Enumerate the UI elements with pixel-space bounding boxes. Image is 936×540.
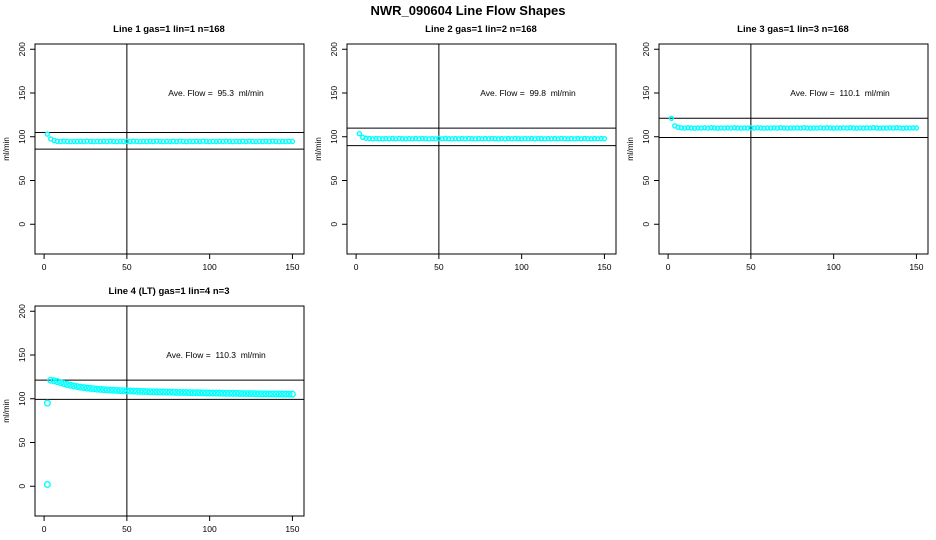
panel-line-1: Line 1 gas=1 lin=1 n=168 ml/min Ave. Flo… — [0, 16, 312, 278]
y-tick-label: 200 — [329, 42, 339, 56]
x-tick-label: 50 — [122, 262, 132, 272]
x-tick-label: 100 — [515, 262, 529, 272]
avg-flow-annotation: Ave. Flow = 110.1 ml/min — [790, 88, 890, 98]
y-tick-label: 150 — [641, 86, 651, 100]
y-tick-label: 100 — [17, 129, 27, 143]
y-tick-label: 50 — [17, 438, 27, 448]
x-tick-label: 0 — [42, 262, 47, 272]
data-points — [356, 130, 608, 142]
plot-box — [34, 43, 305, 255]
y-tick-label: 50 — [329, 176, 339, 186]
x-tick-label: 150 — [597, 262, 611, 272]
y-tick-label: 100 — [17, 391, 27, 405]
y-tick-label: 150 — [329, 86, 339, 100]
x-tick-label: 50 — [746, 262, 756, 272]
y-tick-label: 50 — [17, 176, 27, 186]
panel-line-3: Line 3 gas=1 lin=3 n=168 ml/min Ave. Flo… — [624, 16, 936, 278]
x-tick-label: 150 — [909, 262, 923, 272]
line-2-chart: Line 2 gas=1 lin=2 n=168 ml/min Ave. Flo… — [314, 24, 617, 272]
line-1-chart: Line 1 gas=1 lin=1 n=168 ml/min Ave. Flo… — [2, 24, 305, 272]
line-3-chart: Line 3 gas=1 lin=3 n=168 ml/min Ave. Flo… — [626, 24, 929, 272]
x-tick-label: 150 — [285, 262, 299, 272]
panel-title: Line 4 (LT) gas=1 lin=4 n=3 — [109, 286, 230, 297]
y-tick-label: 200 — [17, 42, 27, 56]
x-tick-label: 100 — [203, 262, 217, 272]
panel-title: Line 1 gas=1 lin=1 n=168 — [113, 24, 225, 35]
data-points — [44, 131, 296, 145]
data-points — [43, 376, 296, 488]
line-4-chart: Line 4 (LT) gas=1 lin=4 n=3 ml/min Ave. … — [2, 286, 305, 534]
x-tick-label: 150 — [285, 524, 299, 534]
data-points — [668, 115, 920, 131]
y-tick-label: 0 — [641, 222, 651, 227]
y-axis-label: ml/min — [314, 137, 323, 161]
main-title: NWR_090604 Line Flow Shapes — [370, 3, 566, 18]
plot-box — [34, 305, 305, 517]
panel-title: Line 2 gas=1 lin=2 n=168 — [425, 24, 537, 35]
plot-box — [346, 43, 617, 255]
y-tick-label: 150 — [17, 348, 27, 362]
y-tick-label: 100 — [641, 129, 651, 143]
panel-title: Line 3 gas=1 lin=3 n=168 — [737, 24, 849, 35]
x-tick-label: 100 — [827, 262, 841, 272]
x-tick-label: 0 — [42, 524, 47, 534]
plot-area: 0 50 100 150 200 0 50 100 150 — [329, 42, 617, 272]
x-tick-label: 50 — [434, 262, 444, 272]
avg-flow-annotation: Ave. Flow = 99.8 ml/min — [480, 88, 576, 98]
y-axis-label: ml/min — [626, 137, 635, 161]
y-tick-label: 50 — [641, 176, 651, 186]
y-tick-label: 200 — [17, 304, 27, 318]
plot-area: 0 50 100 150 200 0 50 100 150 — [17, 304, 305, 534]
x-tick-label: 100 — [203, 524, 217, 534]
y-axis-label: ml/min — [2, 399, 11, 423]
panel-line-4: Line 4 (LT) gas=1 lin=4 n=3 ml/min Ave. … — [0, 278, 312, 540]
y-tick-label: 0 — [329, 222, 339, 227]
y-tick-label: 0 — [17, 484, 27, 489]
plot-area: 0 50 100 150 200 0 50 100 150 — [17, 42, 305, 272]
y-tick-label: 200 — [641, 42, 651, 56]
y-tick-label: 100 — [329, 129, 339, 143]
avg-flow-annotation: Ave. Flow = 110.3 ml/min — [166, 350, 266, 360]
y-tick-label: 150 — [17, 86, 27, 100]
panel-line-2: Line 2 gas=1 lin=2 n=168 ml/min Ave. Flo… — [312, 16, 624, 278]
x-tick-label: 0 — [354, 262, 359, 272]
avg-flow-annotation: Ave. Flow = 95.3 ml/min — [168, 88, 264, 98]
plot-box — [658, 43, 929, 255]
x-tick-label: 0 — [666, 262, 671, 272]
y-axis-label: ml/min — [2, 137, 11, 161]
plot-area: 0 50 100 150 200 0 50 100 150 — [641, 42, 929, 272]
y-tick-label: 0 — [17, 222, 27, 227]
x-tick-label: 50 — [122, 524, 132, 534]
